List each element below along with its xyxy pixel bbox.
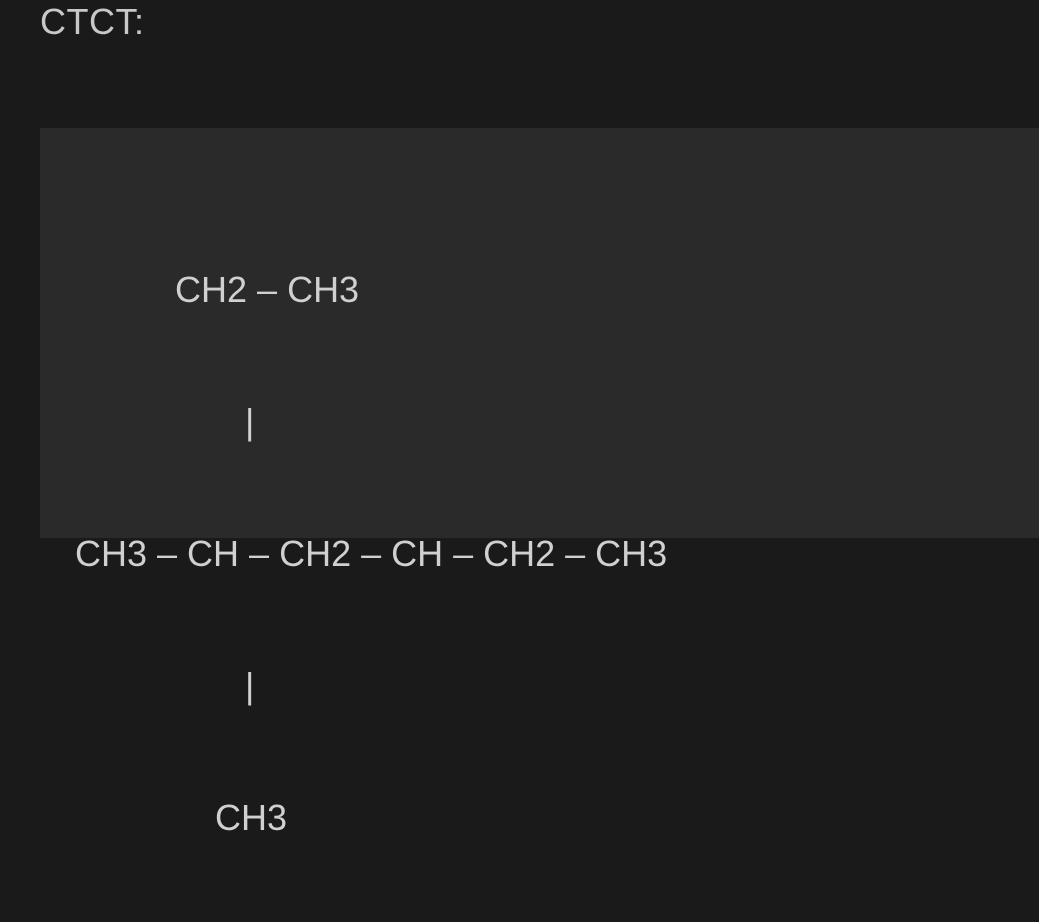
chemical-formula: CH2 – CH3 | CH3 – CH – CH2 – CH – CH2 – … (65, 188, 1039, 920)
section-label: CTCT: (0, 0, 1039, 43)
formula-line-3: CH3 – CH – CH2 – CH – CH2 – CH3 (65, 524, 1039, 584)
chemical-structure-panel: CH2 – CH3 | CH3 – CH – CH2 – CH – CH2 – … (40, 128, 1039, 538)
formula-line-1: CH2 – CH3 (65, 260, 1039, 320)
formula-line-5: CH3 (65, 788, 1039, 848)
formula-line-2: | (65, 392, 1039, 452)
formula-line-4: | (65, 656, 1039, 716)
